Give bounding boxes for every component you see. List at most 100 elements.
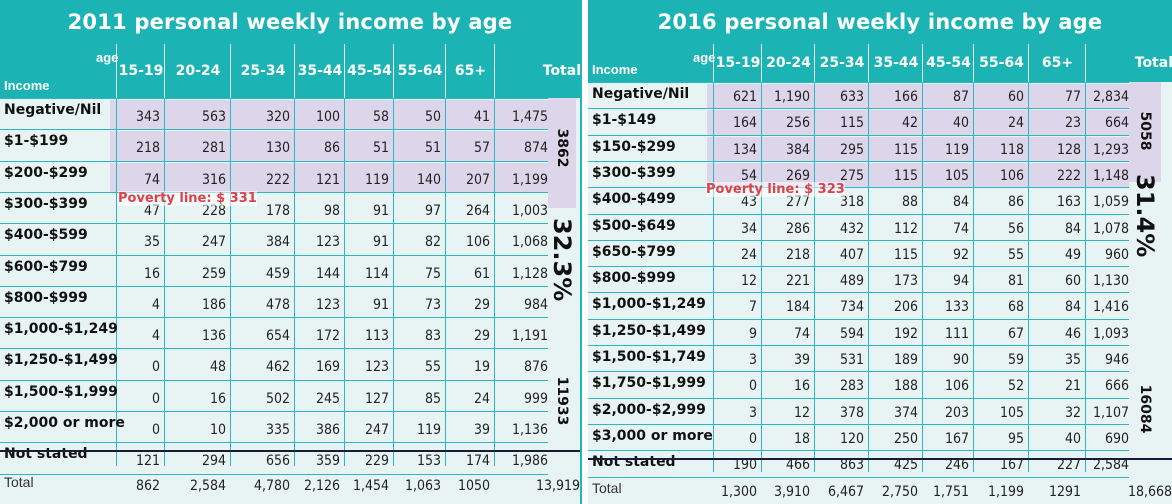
table-cell-value: 29 — [473, 328, 490, 345]
table-cell-value: 250 — [893, 430, 918, 447]
row-label: $1,500-$1,749 — [592, 349, 706, 365]
table-cell-value: 60 — [1064, 273, 1081, 290]
table-cell-value: 489 — [839, 273, 864, 290]
table-cell-value: 91 — [372, 234, 389, 251]
table-cell-value: 190 — [732, 457, 757, 474]
table-cell-value: 94 — [952, 273, 969, 290]
grid-line — [294, 98, 295, 466]
table-cell-value: 59 — [1007, 352, 1024, 368]
table-cell-value: 10 — [209, 422, 226, 438]
total-cell-value: 2,750 — [881, 484, 918, 500]
row-label: $300-$399 — [592, 164, 676, 181]
table-cell-value: 863 — [839, 457, 864, 474]
total-cell-value: 1,751 — [932, 484, 969, 500]
grid-line — [922, 82, 923, 472]
column-header: 45-54 — [344, 44, 394, 98]
grid-line — [588, 187, 1129, 189]
table-cell-value: 163 — [1056, 194, 1081, 211]
table-cell-value: 73 — [424, 296, 441, 313]
total-cell-value: 1,300 — [720, 484, 757, 500]
table-2016-panel: 2016 personal weekly income by age age Inc… — [588, 0, 1172, 504]
table-cell-value: 42 — [901, 115, 918, 132]
table-cell-value: 98 — [323, 202, 340, 219]
table-cell-value: 74 — [793, 325, 810, 342]
column-header: 35-44 — [868, 44, 923, 82]
table-cell-value: 221 — [785, 273, 810, 290]
table-cell-value: 9 — [748, 325, 757, 342]
table-cell-value: 51 — [424, 140, 441, 157]
grid-line — [164, 98, 165, 466]
table-cell-value: 123 — [315, 234, 340, 251]
grid-line — [0, 160, 548, 162]
row-label: $400-$599 — [4, 227, 88, 244]
table-cell-value: 876 — [523, 359, 548, 376]
table-cell-value: 12 — [740, 273, 757, 290]
column-header: 55-64 — [973, 44, 1029, 82]
table-cell-value: 16 — [143, 265, 160, 282]
grid-line — [0, 191, 548, 193]
table-cell-value: 91 — [372, 296, 389, 313]
table-cell-value: 113 — [364, 328, 389, 345]
table-cell-value: 734 — [839, 299, 864, 316]
poverty-line-label: Poverty line: $ 331 — [118, 191, 257, 206]
table-cell-value: 111 — [944, 325, 969, 342]
table-cell-value: 1,128 — [511, 265, 548, 282]
grid-line — [761, 82, 762, 472]
table-cell-value: 1,003 — [511, 202, 548, 219]
table-cell-value: 115 — [893, 167, 918, 184]
table-cell-value: 87 — [952, 89, 969, 105]
table-cell-value: 106 — [999, 167, 1024, 184]
below-poverty-row-highlight — [110, 100, 548, 130]
below-poverty-percent: 32.3% — [548, 218, 576, 302]
total-cell-value: 2,126 — [303, 478, 340, 494]
table-cell-value: 82 — [424, 234, 441, 251]
table-cell-value: 167 — [944, 430, 969, 447]
table-cell-value: 207 — [465, 171, 490, 188]
total-row-label: Total — [592, 480, 622, 496]
table-cell-value: 120 — [839, 430, 864, 447]
table-cell-value: 97 — [424, 202, 441, 219]
column-header: 65+ — [445, 44, 495, 98]
column-header: 45-54 — [922, 44, 974, 82]
table-cell-value: 386 — [315, 422, 340, 438]
column-header-row: age Income 15-19 20-24 25-34 35-44 45-54 55-64 6… — [0, 44, 581, 98]
table-cell-value: 1,130 — [1092, 273, 1129, 290]
table-cell-value: 84 — [1064, 299, 1081, 316]
below-poverty-sum: 5058 — [1137, 111, 1153, 151]
table-cell-value: 1,136 — [511, 422, 548, 438]
table-cell-value: 245 — [315, 390, 340, 407]
table-cell-value: 222 — [265, 171, 290, 188]
table-cell-value: 316 — [201, 171, 226, 188]
column-header: 15-19 — [713, 44, 762, 82]
table-cell-value: 68 — [1007, 299, 1024, 316]
table-cell-value: 275 — [839, 167, 864, 184]
table-cell-value: 984 — [523, 296, 548, 313]
below-poverty-row-highlight — [707, 84, 1129, 109]
table-title: 2016 personal weekly income by age — [588, 0, 1172, 44]
table-cell-value: 49 — [1064, 246, 1081, 263]
table-cell-value: 47 — [143, 202, 160, 219]
table-cell-value: 318 — [839, 194, 864, 211]
table-cell-value: 84 — [1064, 220, 1081, 237]
table-cell-value: 999 — [523, 390, 548, 407]
table-cell-value: 384 — [265, 234, 290, 251]
grid-line — [588, 476, 1129, 478]
table-cell-value: 169 — [315, 359, 340, 376]
table-cell-value: 459 — [265, 265, 290, 282]
table-cell-value: 23 — [1064, 115, 1081, 132]
column-header: 25-34 — [230, 44, 295, 98]
below-poverty-percent: 31.4% — [1131, 174, 1159, 258]
table-cell-value: 1,986 — [511, 453, 548, 470]
table-cell-value: 1,059 — [1092, 194, 1129, 211]
below-poverty-sum: 3862 — [554, 128, 570, 168]
total-cell-value: 2,584 — [189, 478, 226, 494]
row-axis-label: Income — [4, 78, 50, 93]
below-poverty-sum-box — [548, 98, 576, 208]
table-cell-value: 2,584 — [1092, 457, 1129, 474]
total-cell-value: 3,910 — [773, 484, 810, 500]
row-label: $150-$299 — [592, 138, 676, 155]
row-label: $600-$799 — [4, 258, 88, 275]
table-cell-value: 166 — [893, 89, 918, 105]
table-cell-value: 112 — [893, 220, 918, 237]
table-cell-value: 184 — [785, 299, 810, 316]
